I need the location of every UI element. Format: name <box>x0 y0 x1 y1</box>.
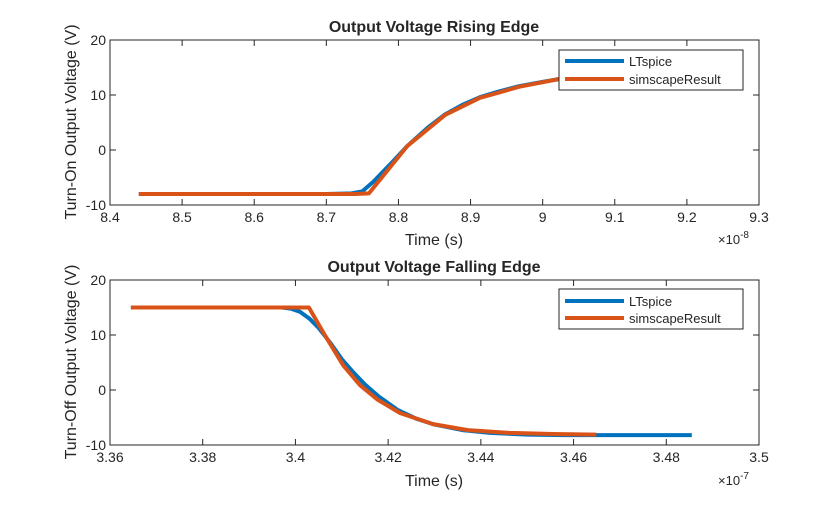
chart-title: Output Voltage Falling Edge <box>327 259 540 276</box>
x-exponent-power: -7 <box>740 471 749 482</box>
axes-box <box>109 279 760 446</box>
legend-label-ltspice: LTspice <box>629 294 672 309</box>
x-tick-label: 8.9 <box>461 209 481 225</box>
legend[interactable]: LTspice simscapeResult <box>558 288 744 330</box>
y-tick-label: 10 <box>90 327 106 343</box>
x-tick-label: 3.42 <box>375 449 402 465</box>
x-tick-label: 8.5 <box>172 209 192 225</box>
legend-label-simscape: simscapeResult <box>629 311 721 326</box>
legend[interactable]: LTspice simscapeResult <box>558 49 744 91</box>
x-tick-label: 3.5 <box>749 449 769 465</box>
y-tick-label: 0 <box>98 382 106 398</box>
ticks-layer: 8.4 8.5 8.6 8.7 8.8 8.9 9 9.1 9.2 9.3 -10 0 10 20 <box>86 32 769 225</box>
y-tick-label: 10 <box>90 87 106 103</box>
legend-box <box>558 288 744 330</box>
ticks-layer: 3.36 3.38 3.4 3.42 3.44 3.46 3.48 3.5 -10 0 10 20 <box>86 272 769 465</box>
x-exponent-power: -8 <box>740 230 749 241</box>
x-exponent-label: ×10-8 <box>718 230 749 247</box>
x-exponent-base: ×10 <box>718 473 740 488</box>
series-line-simscaperesult <box>130 305 597 437</box>
axes-box <box>109 39 760 206</box>
x-tick-label: 3.4 <box>286 449 306 465</box>
x-tick-label: 3.44 <box>467 449 494 465</box>
y-tick-label: 20 <box>90 32 106 48</box>
subplot-falling-edge: 3.36 3.38 3.4 3.42 3.44 3.46 3.48 3.5 -10 0 10 20 O… <box>63 259 769 490</box>
x-tick-label: 9.3 <box>749 209 769 225</box>
y-tick-label: 0 <box>98 142 106 158</box>
y-tick-label: -10 <box>86 197 106 213</box>
series-layer <box>138 74 579 196</box>
x-tick-label: 3.38 <box>189 449 216 465</box>
y-axis-label: Turn-On Output Voltage (V) <box>63 24 80 219</box>
x-tick-label: 8.7 <box>317 209 337 225</box>
x-exponent-base: ×10 <box>718 232 740 247</box>
x-axis-label: Time (s) <box>405 232 463 249</box>
series-line-simscaperesult <box>138 74 579 196</box>
x-exponent-label: ×10-7 <box>718 471 749 488</box>
x-tick-label: 9.2 <box>677 209 697 225</box>
chart-title: Output Voltage Rising Edge <box>329 19 539 36</box>
y-tick-label: 20 <box>90 272 106 288</box>
x-axis-label: Time (s) <box>405 473 463 490</box>
y-axis-label: Turn-Off Output Voltage (V) <box>63 265 80 460</box>
x-tick-label: 3.48 <box>653 449 680 465</box>
x-tick-label: 3.46 <box>560 449 587 465</box>
x-tick-label: 8.4 <box>100 209 120 225</box>
legend-label-ltspice: LTspice <box>629 54 672 69</box>
x-tick-label: 9 <box>539 209 547 225</box>
x-tick-label: 9.1 <box>605 209 625 225</box>
y-tick-label: -10 <box>86 437 106 453</box>
legend-box <box>558 49 744 91</box>
x-tick-label: 8.6 <box>244 209 264 225</box>
legend-label-simscape: simscapeResult <box>629 72 721 87</box>
x-tick-label: 3.36 <box>96 449 123 465</box>
subplot-rising-edge: 8.4 8.5 8.6 8.7 8.8 8.9 9 9.1 9.2 9.3 -10 0 10 20 Out… <box>63 19 769 249</box>
x-tick-label: 8.8 <box>389 209 409 225</box>
series-layer <box>130 305 692 438</box>
